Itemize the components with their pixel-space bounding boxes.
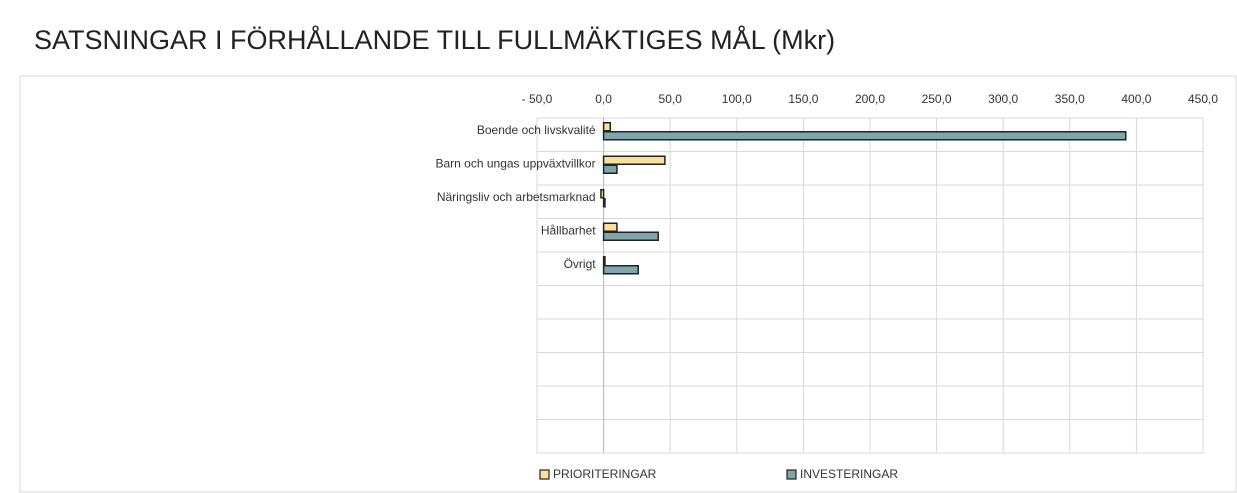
- bar: [602, 265, 639, 275]
- y-tick-label: Boende och livskvalité: [477, 123, 596, 137]
- x-tick-label: 100,0: [722, 92, 752, 106]
- x-tick-label: 300,0: [988, 92, 1018, 106]
- bar: [602, 122, 612, 132]
- x-tick-label: - 50,0: [522, 92, 553, 106]
- bar: [602, 256, 606, 266]
- y-tick-label: Övrigt: [564, 257, 597, 271]
- x-tick-label: 200,0: [855, 92, 885, 106]
- legend-swatch: [539, 469, 550, 480]
- x-tick-label: 0,0: [595, 92, 612, 106]
- x-tick-label: 50,0: [659, 92, 683, 106]
- x-tick-label: 400,0: [1121, 92, 1151, 106]
- bar: [600, 189, 605, 199]
- y-tick-label: Barn och ungas uppväxtvillkor: [436, 156, 596, 170]
- bar: [602, 131, 1127, 141]
- bar: [602, 231, 659, 241]
- chart-frame: [19, 75, 1237, 493]
- bar: [602, 155, 666, 165]
- x-tick-label: 150,0: [788, 92, 818, 106]
- bar: [602, 164, 618, 174]
- x-tick-label: 450,0: [1188, 92, 1218, 106]
- chart-title: SATSNINGAR I FÖRHÅLLANDE TILL FULLMÄKTIG…: [34, 24, 835, 55]
- bar: [602, 222, 618, 232]
- y-tick-label: Näringsliv och arbetsmarknad: [437, 190, 596, 204]
- y-tick-label: Hållbarhet: [541, 223, 596, 237]
- x-tick-label: 350,0: [1055, 92, 1085, 106]
- legend-label: INVESTERINGAR: [800, 467, 898, 481]
- legend-label: PRIORITERINGAR: [553, 467, 657, 481]
- legend-swatch: [786, 469, 797, 480]
- x-tick-label: 250,0: [922, 92, 952, 106]
- bar: [602, 198, 606, 208]
